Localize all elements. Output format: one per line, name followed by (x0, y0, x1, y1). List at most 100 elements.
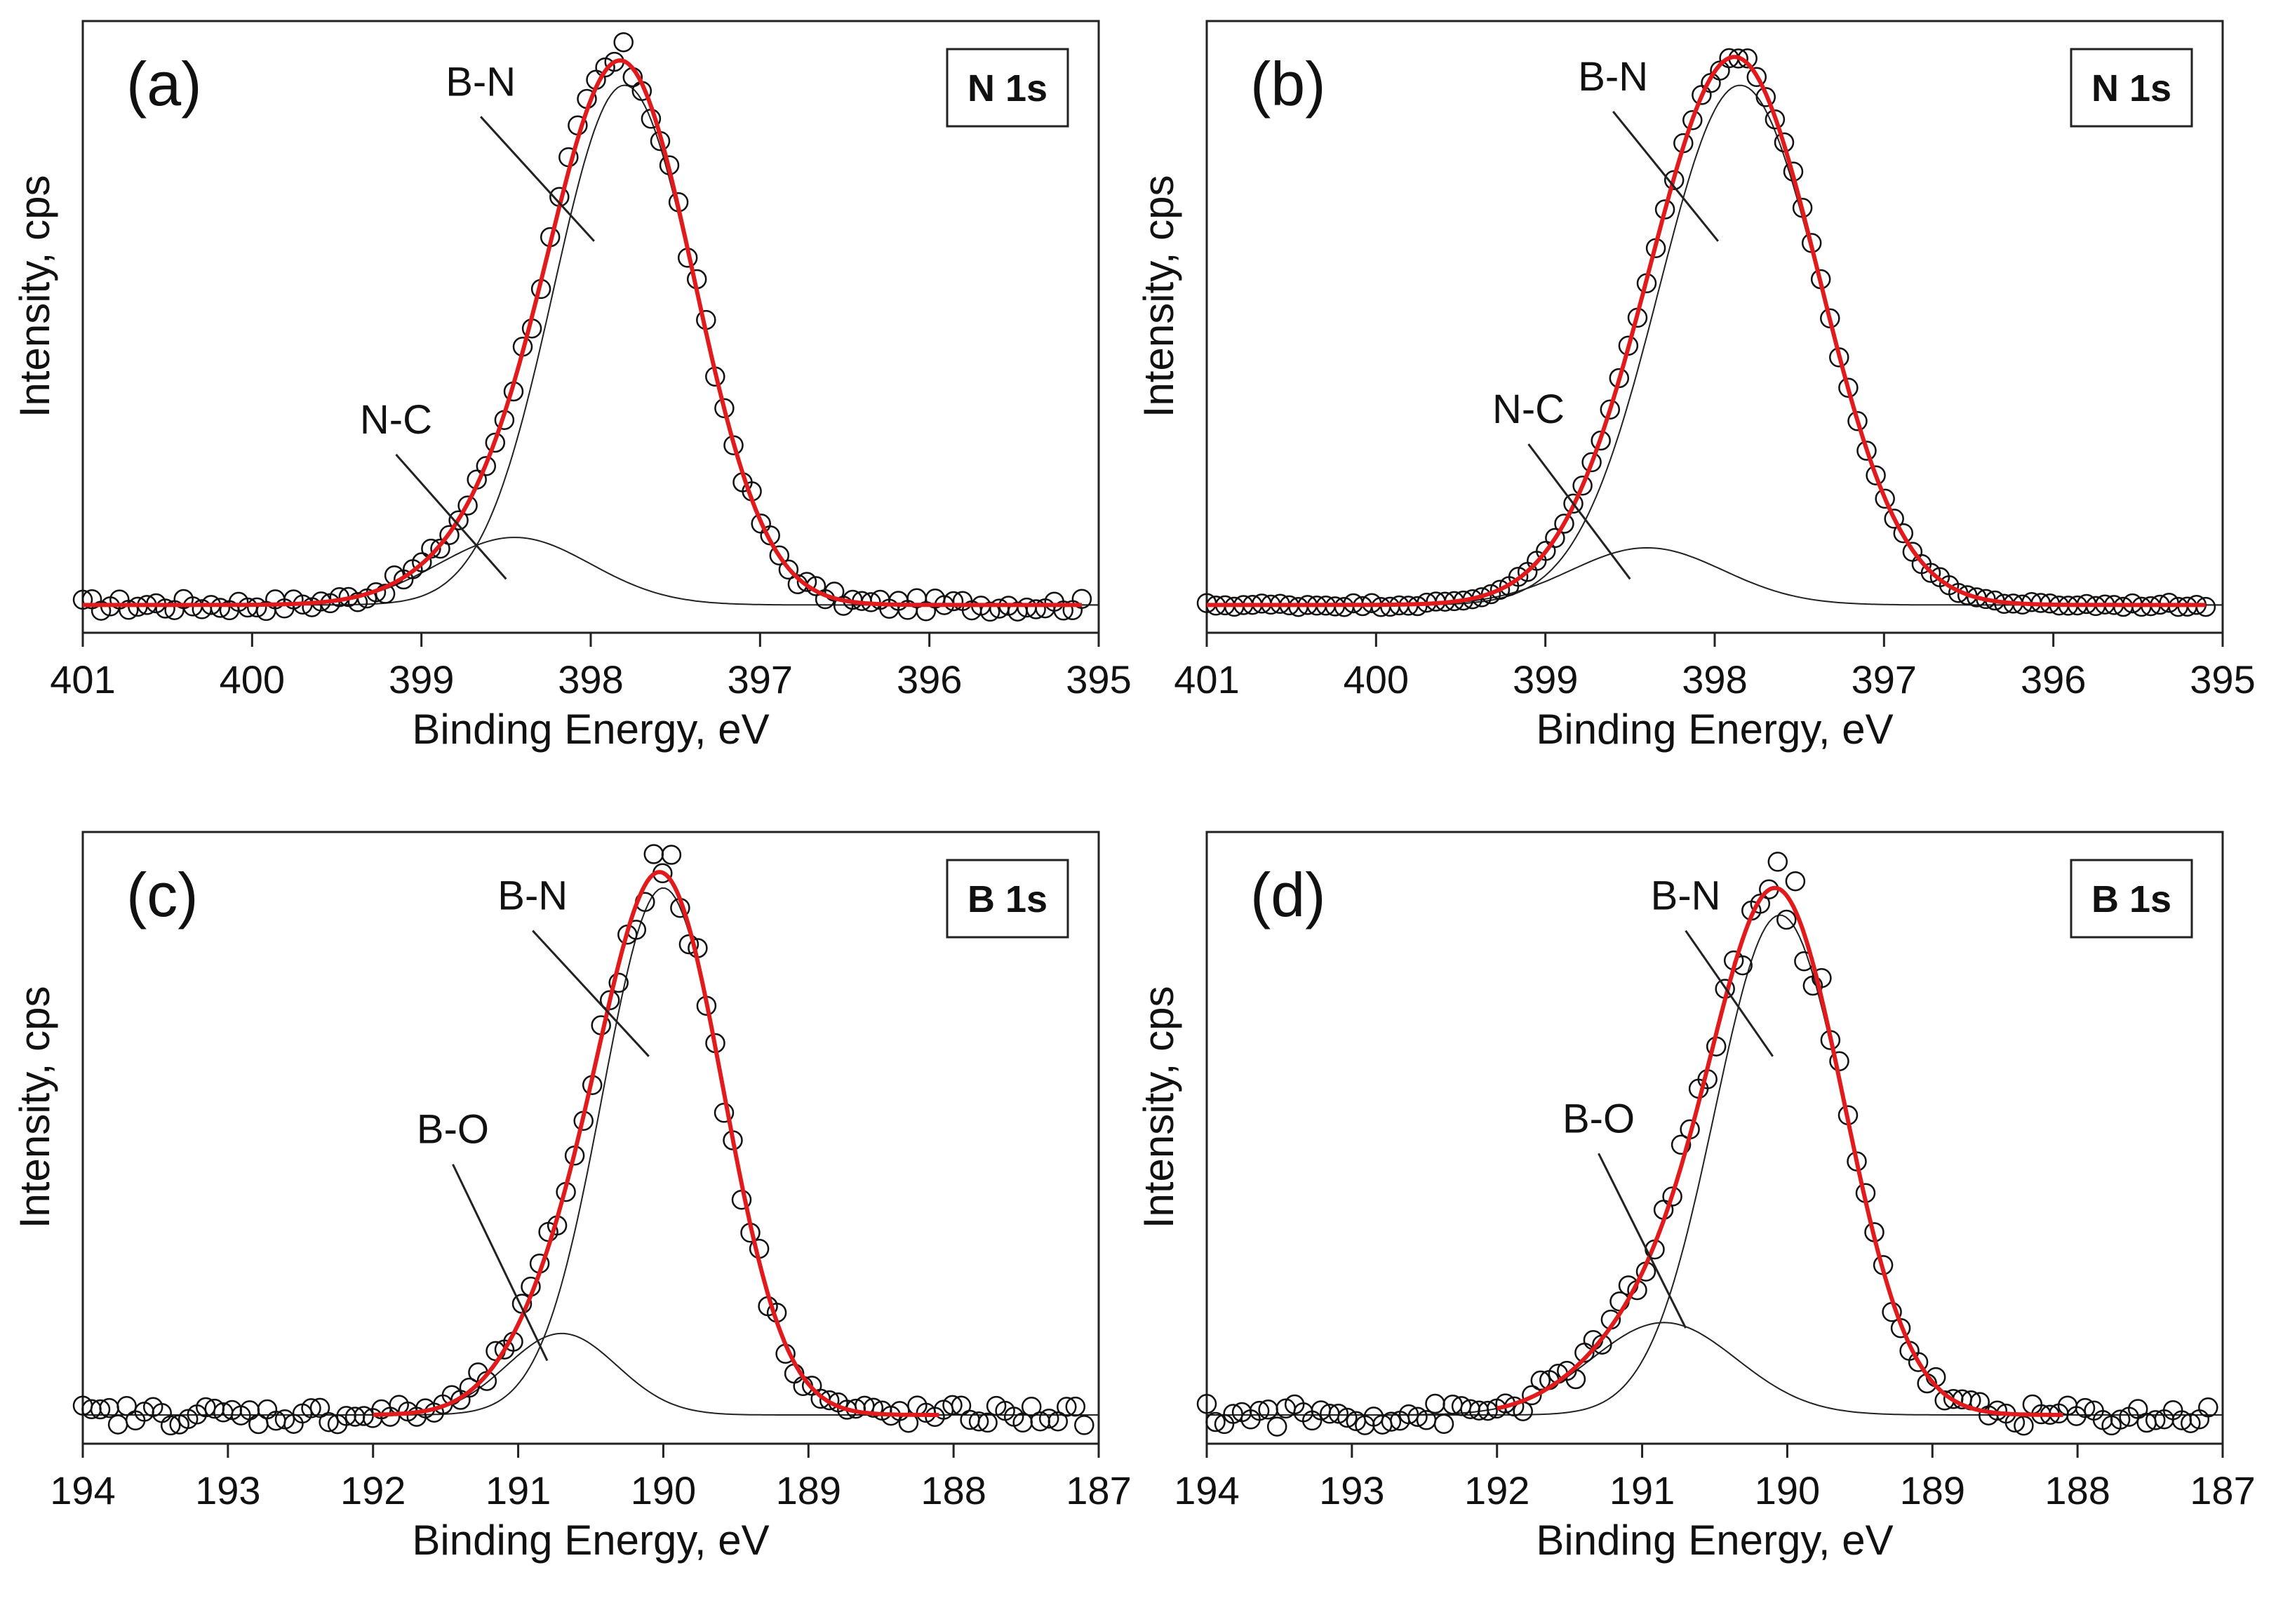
data-point (1478, 1400, 1498, 1421)
y-axis-label: Intensity, cps (11, 175, 58, 418)
leader-line (1612, 110, 1719, 242)
data-point (1581, 452, 1602, 473)
x-tick-label: 188 (2044, 1468, 2110, 1512)
region-box (2070, 859, 2193, 939)
data-point (476, 456, 497, 476)
data-point (257, 1399, 278, 1420)
data-point (1866, 465, 1886, 485)
x-tick-label: 399 (1513, 657, 1578, 702)
data-point (1266, 1416, 1287, 1437)
peak-label-b-o: B-O (417, 1107, 489, 1153)
data-point (283, 589, 304, 610)
data-point (1765, 109, 1786, 130)
panel-letter: (a) (126, 49, 202, 119)
data-point (1812, 967, 1832, 988)
x-tick-label: 396 (897, 657, 962, 702)
data-point (1381, 1411, 1402, 1432)
data-point (819, 1390, 840, 1411)
peak-label-b-n: B-N (1651, 873, 1721, 919)
data-point (1545, 528, 1565, 549)
data-point (968, 1411, 989, 1432)
x-tick-label: 396 (2021, 657, 2086, 702)
data-point (1856, 441, 1877, 461)
x-tick-label: 189 (1900, 1468, 1965, 1512)
data-point (107, 1414, 128, 1435)
data-point (1071, 589, 1092, 609)
data-point (796, 572, 817, 592)
data-point (1682, 110, 1703, 130)
region-box (2070, 48, 2193, 128)
data-point (1563, 493, 1584, 514)
leader-line (452, 1164, 549, 1362)
x-tick-label: 401 (1174, 657, 1239, 702)
data-point (1205, 1411, 1226, 1432)
data-point (1750, 894, 1771, 914)
fit-envelope-curve (1497, 885, 2063, 1417)
x-tick-label: 189 (776, 1468, 841, 1512)
data-point (1654, 199, 1675, 220)
x-tick-label: 395 (1066, 657, 1131, 702)
data-point (90, 1399, 111, 1420)
data-point (485, 432, 506, 453)
x-tick-label: 187 (1066, 1468, 1131, 1512)
data-point (1565, 1369, 1586, 1390)
data-point (951, 1395, 972, 1416)
x-tick-label: 187 (2190, 1468, 2255, 1512)
data-point (977, 1412, 998, 1433)
data-point (1337, 1407, 1358, 1428)
component-b-n-curve (1207, 914, 2223, 1416)
data-point (1746, 67, 1767, 88)
data-point (301, 1398, 321, 1418)
data-point (1057, 1397, 1077, 1417)
component-b-o-curve (1207, 1322, 2223, 1416)
x-tick-label: 190 (631, 1468, 696, 1512)
region-label: B 1s (968, 878, 1047, 920)
data-point (1600, 399, 1621, 420)
data-point (319, 1411, 339, 1432)
data-point (1554, 514, 1574, 534)
x-tick-label: 190 (1755, 1468, 1820, 1512)
data-point (457, 495, 478, 516)
data-point (1407, 1407, 1428, 1427)
data-point (979, 601, 1000, 622)
data-point (439, 525, 460, 545)
leader-line (1685, 930, 1774, 1057)
data-point (119, 600, 139, 620)
data-point (1433, 1414, 1454, 1435)
x-tick-label: 192 (340, 1468, 406, 1512)
data-point (1074, 1415, 1094, 1435)
data-point (1847, 411, 1868, 431)
panel-letter: (c) (126, 860, 199, 930)
panel-a: 401 400 399 398 397 396 395 Binding Energy, eV I… (11, 20, 1132, 753)
data-point (678, 934, 699, 955)
y-axis-label: Intensity, cps (1135, 175, 1182, 418)
component-b-n-curve (1207, 84, 2223, 606)
data-point (1508, 566, 1529, 587)
data-point (72, 589, 93, 610)
data-point (1053, 600, 1073, 621)
x-tick-label: 193 (195, 1468, 260, 1512)
component-b-n-curve (83, 84, 1099, 606)
data-point (1038, 1408, 1059, 1429)
data-point (2075, 1397, 2096, 1418)
data-point (1785, 871, 1806, 892)
x-tick-label: 395 (2190, 657, 2255, 702)
x-axis-label: Binding Energy, eV (1536, 1517, 1893, 1564)
leader-line (1527, 443, 1631, 580)
data-point (2110, 1409, 2131, 1430)
data-point (1047, 1411, 1069, 1432)
data-point (1530, 1370, 1551, 1391)
data-point (347, 592, 368, 612)
data-point (91, 600, 112, 621)
panel-c: 194 193 192 191 190 189 188 187 Binding Energy, … (11, 831, 1132, 1564)
data-point (246, 597, 267, 618)
peak-label-b-o: B-O (1562, 1096, 1635, 1141)
data-point (2145, 1410, 2166, 1430)
data-point (375, 584, 396, 604)
data-point (1572, 475, 1593, 496)
y-axis-label: Intensity, cps (11, 986, 58, 1229)
data-point (354, 1406, 374, 1426)
component-b-o-curve (83, 1332, 1099, 1416)
peak-label-n-c: N-C (360, 397, 432, 443)
data-point (155, 598, 175, 619)
